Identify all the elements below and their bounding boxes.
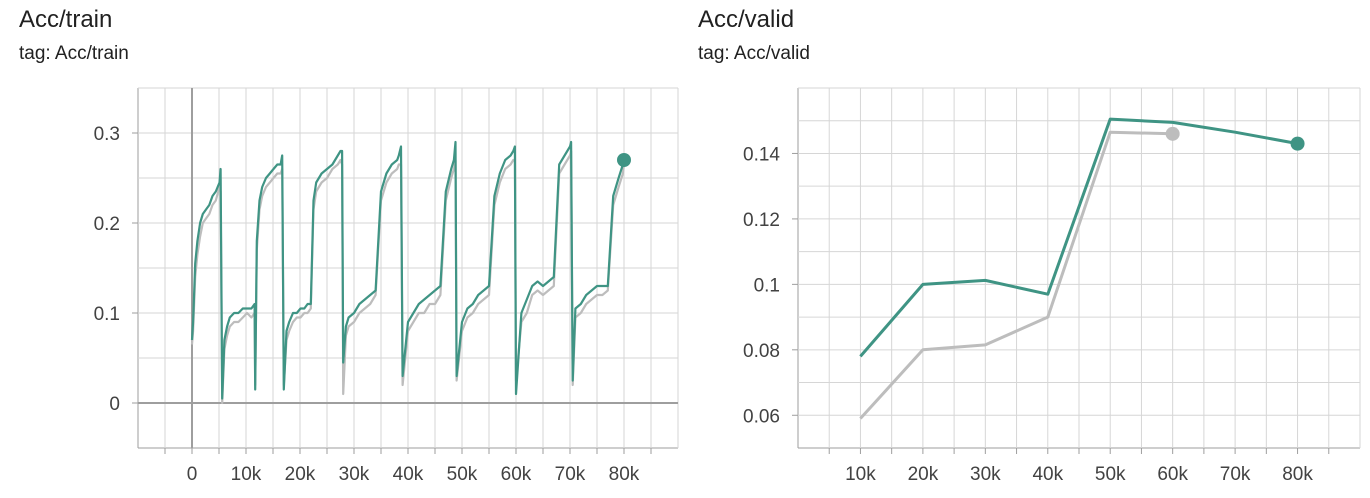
chart-card-acc-valid: Acc/valid tag: Acc/valid 10k 20k 30k 40k 50k…: [680, 0, 1370, 498]
y-tick-label: 0.3: [94, 124, 120, 145]
y-tick-label: 0.06: [743, 406, 780, 427]
series-line-smoothed: [190, 140, 626, 400]
y-tick-label: 0.08: [743, 341, 780, 362]
x-tick-label: 30k: [970, 464, 1001, 485]
x-tick-label: 70k: [555, 464, 586, 485]
y-tick-label: 0.12: [743, 210, 780, 231]
x-tick-label: 60k: [501, 464, 532, 485]
y-tick-label: 0.2: [94, 214, 120, 235]
y-tick-label: 0.14: [743, 144, 780, 165]
series-line-smoothed: [859, 117, 1298, 358]
acc-train-plot[interactable]: 0 10k 20k 30k 40k 50k 60k 70k 80k 0 0.1 0.2 0.3: [0, 0, 680, 498]
x-tick-label: 50k: [1095, 464, 1126, 485]
x-tick-label: 20k: [285, 464, 316, 485]
y-tick-label: 0.1: [94, 304, 120, 325]
x-tick-label: 80k: [609, 464, 640, 485]
chart-title: Acc/train: [19, 6, 113, 33]
chart-title: Acc/valid: [698, 6, 795, 33]
chart-card-acc-train: Acc/train tag: Acc/train 0 10k 20k 30k 40k 50…: [0, 0, 680, 498]
series-line-raw: [190, 149, 626, 405]
x-tick-label: 30k: [339, 464, 370, 485]
x-tick-label: 10k: [845, 464, 876, 485]
x-tick-label: 10k: [231, 464, 262, 485]
x-tick-label: 80k: [1282, 464, 1313, 485]
x-tick-label: 60k: [1157, 464, 1188, 485]
x-tick-label: 40k: [393, 464, 424, 485]
chart-subtitle: tag: Acc/train: [19, 43, 129, 64]
y-tick-label: 0.1: [754, 275, 780, 296]
series-line-raw: [859, 130, 1173, 420]
x-tick-label: 50k: [447, 464, 478, 485]
series-end-marker-smoothed: [1290, 136, 1305, 151]
x-tick-label: 40k: [1032, 464, 1063, 485]
chart-subtitle: tag: Acc/valid: [698, 43, 810, 64]
acc-valid-plot[interactable]: 10k 20k 30k 40k 50k 60k 70k 80k 0.06 0.08 0.1 0.12 0…: [680, 0, 1370, 498]
y-tick-label: 0: [109, 394, 120, 415]
x-tick-label: 70k: [1220, 464, 1251, 485]
x-tick-label: 0: [187, 464, 198, 485]
x-tick-label: 20k: [908, 464, 939, 485]
series-end-marker-raw: [1165, 126, 1180, 141]
series-end-marker-smoothed: [617, 153, 631, 167]
